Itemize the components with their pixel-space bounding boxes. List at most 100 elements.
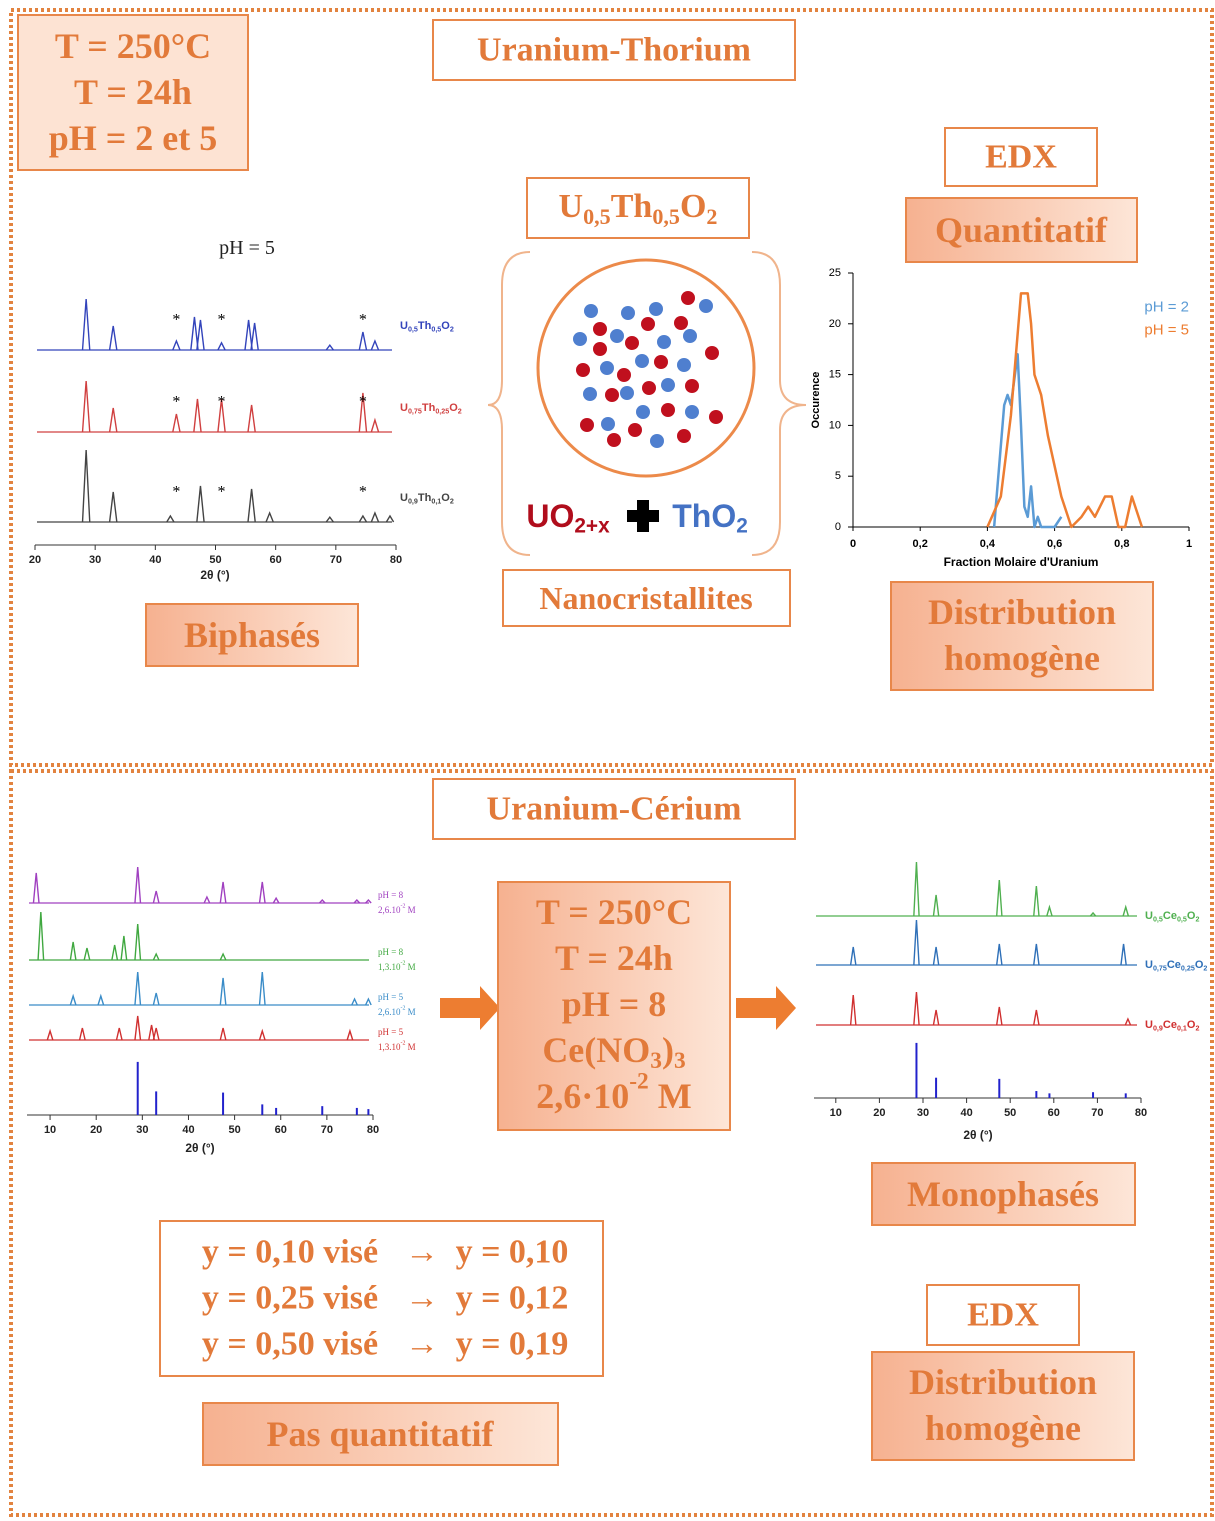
x-tick-label: 80 bbox=[390, 554, 402, 566]
legend-entry: 1,3.10-2 M bbox=[378, 1040, 416, 1052]
peak-marker: * bbox=[218, 484, 226, 501]
peak-marker: * bbox=[359, 312, 367, 329]
peak bbox=[152, 1027, 160, 1041]
formula-part: 0,5 bbox=[408, 325, 418, 333]
peak bbox=[37, 911, 45, 961]
formula-part: U bbox=[559, 188, 584, 225]
label: Quantitatif bbox=[935, 210, 1108, 250]
brace bbox=[487, 251, 531, 556]
formula-part: 0,75 bbox=[408, 407, 422, 415]
x-tick-label: 50 bbox=[1004, 1107, 1016, 1119]
legend-entry: U0,75Ce0,25O2 bbox=[1145, 959, 1207, 972]
peak bbox=[46, 1028, 54, 1041]
peak bbox=[69, 941, 77, 961]
atom bbox=[683, 329, 697, 343]
legend-entry: pH = 8 bbox=[378, 947, 404, 957]
label: EDX bbox=[985, 139, 1057, 176]
formula: Ce(NO3)3 bbox=[542, 1030, 685, 1074]
peak bbox=[351, 997, 358, 1006]
peak bbox=[152, 992, 160, 1006]
peak bbox=[370, 417, 380, 433]
box bbox=[905, 197, 1138, 263]
peak bbox=[219, 881, 227, 904]
peak bbox=[196, 319, 205, 351]
y-tick-label: 5 bbox=[835, 470, 841, 482]
peak bbox=[203, 895, 211, 904]
legend-entry: U0,9Th0,1O2 bbox=[400, 492, 454, 505]
formula-part: 0,1 bbox=[431, 497, 441, 505]
atom bbox=[584, 304, 598, 318]
label: Nanocristallites bbox=[539, 580, 752, 616]
formula-part: 2 bbox=[450, 497, 454, 505]
atom bbox=[576, 363, 590, 377]
formula-part: U bbox=[400, 320, 408, 332]
peak bbox=[166, 514, 175, 523]
legend-entry: U0,5Ce0,5O2 bbox=[1145, 910, 1199, 923]
peak bbox=[83, 947, 91, 961]
peak bbox=[152, 890, 160, 904]
atom bbox=[699, 299, 713, 313]
legend-entry: pH = 8 bbox=[378, 890, 404, 900]
atom bbox=[625, 336, 639, 350]
phase-uo2: UO2+x bbox=[526, 498, 610, 537]
x-tick-label: 20 bbox=[90, 1124, 102, 1136]
box bbox=[871, 1351, 1135, 1461]
peak bbox=[932, 946, 940, 966]
particle bbox=[536, 258, 756, 478]
peak bbox=[111, 944, 119, 961]
peak bbox=[358, 514, 368, 523]
peak-marker: * bbox=[172, 484, 180, 501]
peak bbox=[97, 993, 105, 1006]
peak bbox=[325, 516, 334, 523]
peak bbox=[196, 485, 205, 523]
formula: 2,6·10-2 M bbox=[536, 1069, 692, 1116]
peak bbox=[1033, 1009, 1040, 1026]
x-tick-label: 60 bbox=[275, 1124, 287, 1136]
label: Distribution bbox=[928, 592, 1116, 632]
atom bbox=[601, 417, 615, 431]
formula-part: 0,25 bbox=[435, 407, 449, 415]
formula-part: O bbox=[441, 320, 450, 332]
peak bbox=[1033, 943, 1040, 966]
formula-part: Ce bbox=[1163, 910, 1177, 922]
formula-part: O bbox=[1187, 910, 1196, 922]
x-tick-label: 40 bbox=[182, 1124, 194, 1136]
y-tick-label: 20 bbox=[829, 318, 841, 330]
peak bbox=[1124, 1017, 1132, 1026]
label: T = 24h bbox=[74, 72, 192, 112]
arrow-glyph: → bbox=[405, 1280, 439, 1317]
peak bbox=[1122, 904, 1130, 917]
formula-part: -2 bbox=[401, 903, 406, 909]
legend-entry: U0,9Ce0,1O2 bbox=[1145, 1019, 1199, 1032]
atom bbox=[661, 403, 675, 417]
formula-part: ) bbox=[662, 1030, 674, 1070]
peak bbox=[108, 491, 118, 523]
peak bbox=[265, 511, 274, 523]
formula-part: 0,5 bbox=[1153, 915, 1163, 923]
box bbox=[432, 19, 796, 81]
peak bbox=[1033, 885, 1040, 917]
x-tick-label: 50 bbox=[228, 1124, 240, 1136]
box bbox=[926, 1284, 1080, 1346]
formula-part: 1,3.10 bbox=[378, 962, 401, 972]
peak bbox=[1046, 904, 1053, 917]
x-tick-label: 60 bbox=[1048, 1107, 1060, 1119]
x-tick-label: 40 bbox=[960, 1107, 972, 1119]
atom bbox=[573, 332, 587, 346]
atom bbox=[657, 335, 671, 349]
legend-entry: pH = 5 bbox=[1144, 322, 1189, 339]
x-tick-label: 0 bbox=[850, 538, 856, 550]
box bbox=[159, 1220, 604, 1377]
series-line bbox=[986, 292, 1144, 529]
arrow-glyph: → bbox=[405, 1234, 439, 1271]
peak bbox=[318, 898, 326, 904]
atom bbox=[685, 405, 699, 419]
atom bbox=[628, 423, 642, 437]
peak bbox=[932, 894, 940, 917]
peak bbox=[81, 298, 91, 351]
atom bbox=[705, 346, 719, 360]
formula-part: 3 bbox=[674, 1048, 686, 1074]
x-tick-label: 20 bbox=[29, 554, 41, 566]
formula-part: M bbox=[405, 1007, 415, 1017]
formula-part: 0,5 bbox=[583, 204, 611, 229]
